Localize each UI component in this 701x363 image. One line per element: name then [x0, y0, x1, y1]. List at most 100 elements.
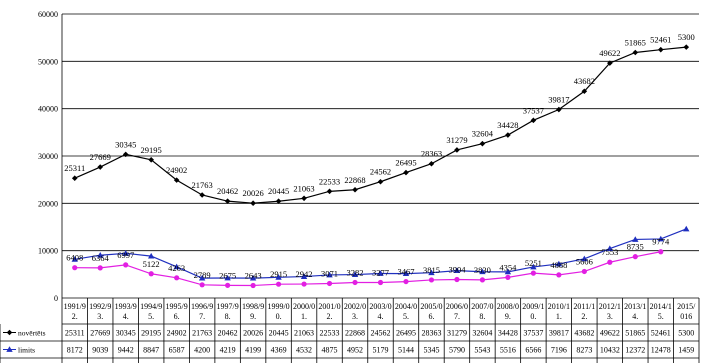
x-tick-label: 2003/0	[369, 302, 391, 311]
data-label: 21063	[293, 183, 314, 193]
data-label: 5606	[576, 256, 593, 266]
data-point	[173, 177, 180, 183]
series-line	[74, 251, 661, 287]
data-point	[428, 269, 435, 276]
data-label: 24562	[370, 167, 391, 177]
data-label: 6408	[66, 253, 83, 263]
data-label: 8735	[627, 242, 644, 252]
data-point	[581, 88, 588, 95]
data-point	[530, 117, 537, 124]
table-cell: 12478	[651, 346, 671, 355]
x-tick-label: 2.	[581, 312, 587, 321]
data-label: 4888	[550, 260, 567, 270]
table-cell: 39817	[549, 329, 569, 338]
data-point	[403, 169, 409, 176]
x-tick-label: 8.	[479, 312, 485, 321]
x-tick-label: 2002/0	[344, 302, 366, 311]
y-tick-label: 0	[54, 294, 58, 303]
data-label: 24902	[166, 165, 187, 175]
table-cell: 22868	[345, 329, 365, 338]
table-cell: 7196	[551, 346, 567, 355]
table-cell: 5144	[398, 346, 414, 355]
table-cell: 29195	[141, 329, 161, 338]
x-tick-label: 1991/9	[64, 302, 86, 311]
table-cell: 4875	[322, 346, 338, 355]
data-label: 49622	[599, 48, 620, 58]
data-label: 31279	[446, 135, 467, 145]
x-tick-label: 016	[680, 312, 692, 321]
y-tick-label: 30000	[38, 152, 58, 161]
data-point	[300, 273, 308, 279]
table-cell: 21063	[294, 329, 314, 338]
table-cell: 43682	[574, 329, 594, 338]
legend-marker	[6, 346, 13, 352]
data-point	[326, 188, 333, 195]
data-point	[352, 186, 358, 193]
x-tick-label: 9.	[250, 312, 256, 321]
data-point	[428, 277, 435, 283]
data-label: 20462	[217, 186, 238, 196]
data-point	[352, 279, 358, 286]
data-point	[199, 282, 205, 288]
data-point	[556, 272, 562, 278]
data-label: 2675	[219, 270, 236, 280]
data-point	[454, 276, 460, 283]
data-label: 27669	[90, 152, 111, 162]
x-tick-label: 1994/9	[140, 302, 162, 311]
x-tick-label: 3.	[352, 312, 358, 321]
data-label: 3904	[448, 265, 466, 275]
data-point	[199, 192, 205, 198]
table-cell: 5516	[500, 346, 516, 355]
x-tick-label: 2000/0	[293, 302, 315, 311]
data-point	[505, 274, 511, 280]
table-cell: 6587	[169, 346, 185, 355]
data-point	[530, 263, 537, 270]
data-point	[122, 250, 129, 256]
x-tick-label: 6.	[428, 312, 434, 321]
data-label: 6997	[117, 250, 134, 260]
x-tick-label: 1995/9	[166, 302, 188, 311]
x-tick-label: 7.	[454, 312, 460, 321]
legend-marker	[6, 329, 13, 336]
table-cell: 24562	[371, 329, 391, 338]
data-point	[428, 160, 435, 167]
data-label: 6364	[92, 253, 110, 263]
data-point	[224, 274, 231, 281]
data-point	[351, 271, 359, 277]
data-point	[148, 157, 154, 163]
table-cell: 24902	[167, 329, 187, 338]
data-point	[275, 281, 282, 287]
data-label: 52461	[650, 35, 671, 45]
x-tick-label: 0.	[276, 312, 282, 321]
data-point	[97, 265, 103, 271]
data-point	[71, 256, 78, 262]
data-point	[250, 200, 256, 207]
x-tick-label: 2006/0	[446, 302, 468, 311]
data-label: 5300	[678, 32, 695, 42]
data-label: 22868	[344, 175, 365, 185]
data-point	[505, 132, 511, 138]
y-tick-label: 60000	[38, 10, 58, 19]
data-label: 4354	[499, 262, 517, 272]
x-tick-label: 2012/1	[599, 302, 621, 311]
x-tick-label: 5.	[403, 312, 409, 321]
data-label: 9774	[652, 237, 670, 247]
legend-label: novērtēts	[18, 329, 46, 338]
table-cell: 49622	[600, 329, 620, 338]
data-label: 39817	[548, 95, 569, 105]
data-label: 2789	[194, 270, 211, 280]
table-cell: 5179	[373, 346, 389, 355]
x-tick-label: 1992/9	[89, 302, 111, 311]
data-point	[72, 265, 78, 271]
data-point	[581, 255, 588, 262]
table-cell: 4219	[220, 346, 236, 355]
x-tick-label: 2004/0	[395, 302, 417, 311]
data-point	[377, 279, 384, 286]
data-point	[147, 252, 155, 259]
x-tick-label: 2015/	[677, 302, 696, 311]
table-cell: 20445	[269, 329, 289, 338]
data-point	[174, 275, 180, 281]
data-point	[377, 270, 384, 276]
data-point	[275, 198, 282, 205]
